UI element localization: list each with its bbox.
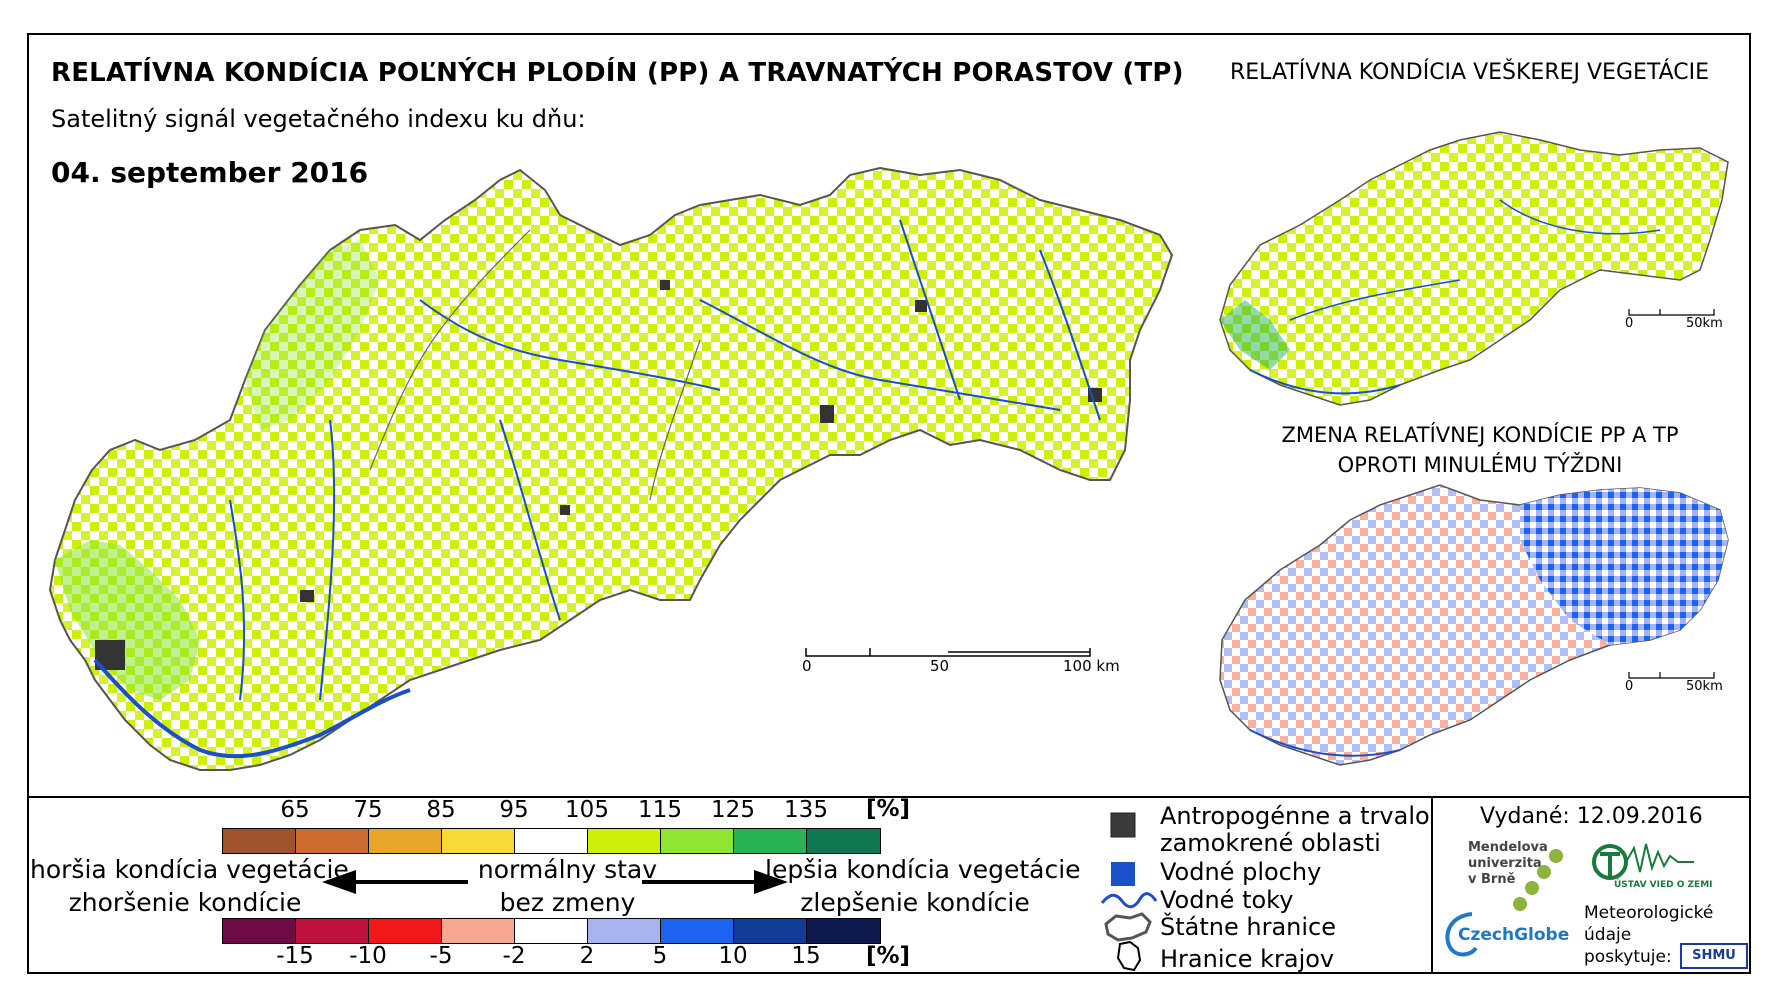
change-swatch-0 — [223, 919, 296, 943]
anthropogenic-area-icon — [1110, 812, 1136, 838]
danube-river — [93, 658, 411, 759]
change-swatch-6 — [661, 919, 734, 943]
change-swatch-5 — [588, 919, 661, 943]
footer-separator — [1431, 797, 1433, 973]
change-tick-6: 10 — [718, 943, 748, 969]
inset-top-scalebar-label-50: 50km — [1686, 316, 1723, 331]
condition-swatch-6 — [661, 829, 734, 853]
normal-label: normálny stav bez zmeny — [477, 855, 658, 917]
map-date: 04. september 2016 — [51, 156, 369, 189]
condition-swatch-0 — [223, 829, 296, 853]
change-swatch-4 — [515, 919, 588, 943]
inset-bottom-scalebar-label-0: 0 — [1625, 679, 1634, 694]
condition-tick-0: 65 — [280, 797, 310, 823]
left-arrow-icon — [322, 870, 468, 894]
change-swatch-2 — [369, 919, 442, 943]
region-border-icon — [1116, 940, 1142, 972]
condition-unit: [%] — [866, 796, 911, 822]
main-map — [48, 166, 1174, 771]
better-label: lepšia kondícia vegetácie zlepšenie kondí… — [765, 855, 1081, 917]
change-tick-3: -2 — [502, 943, 526, 969]
state-borders-label: Štátne hranice — [1160, 913, 1336, 941]
anthropogenic-label: Antropogénne a trvalo zamokrené oblasti — [1160, 802, 1430, 857]
condition-color-ramp — [222, 828, 881, 854]
water-bodies-label: Vodné plochy — [1160, 858, 1322, 886]
change-swatch-3 — [442, 919, 515, 943]
change-tick-1: -10 — [349, 943, 387, 969]
czechglobe-logo: CzechGlobe — [1458, 925, 1570, 945]
change-tick-4: 2 — [579, 943, 595, 969]
inset-bottom-scalebar-label-50: 50km — [1686, 679, 1723, 694]
change-unit: [%] — [866, 943, 911, 969]
north-west-green-zone — [245, 240, 380, 430]
condition-swatch-8 — [807, 829, 880, 853]
condition-swatch-2 — [369, 829, 442, 853]
main-scalebar-label-50: 50 — [930, 657, 950, 675]
change-swatch-7 — [734, 919, 807, 943]
map-title: RELATÍVNA KONDÍCIA POĽNÝCH PLODÍN (PP) A… — [51, 58, 1184, 88]
main-scalebar-label-100: 100 km — [1063, 657, 1120, 675]
mendel-university-logo: Mendelova univerzita v Brně — [1468, 840, 1548, 887]
mendel-dots-icon — [1513, 849, 1563, 911]
czechglobe-swoosh-icon — [1445, 912, 1478, 957]
condition-swatch-1 — [296, 829, 369, 853]
condition-tick-3: 95 — [499, 797, 529, 823]
inset-bottom-scalebar — [1628, 672, 1715, 679]
condition-tick-4: 105 — [565, 797, 609, 823]
ustav-label: ÚSTAV VIED O ZEMI — [1614, 880, 1713, 890]
condition-tick-1: 75 — [353, 797, 383, 823]
inset-change-map — [1219, 484, 1729, 766]
state-border-icon — [1104, 912, 1152, 942]
all-vegetation-title: RELATÍVNA KONDÍCIA VEŠKEREJ VEGETÁCIE — [1230, 60, 1710, 85]
condition-swatch-7 — [734, 829, 807, 853]
main-scalebar-label-0: 0 — [802, 657, 812, 675]
stream-icon — [1100, 892, 1158, 909]
condition-tick-5: 115 — [638, 797, 682, 823]
condition-tick-7: 135 — [784, 797, 828, 823]
condition-tick-6: 125 — [711, 797, 755, 823]
streams-label: Vodné toky — [1160, 886, 1294, 914]
main-scalebar — [805, 648, 1091, 657]
change-tick-2: -5 — [429, 943, 453, 969]
inset-top-scalebar — [1628, 309, 1715, 316]
ustav-vied-o-zemi-logo — [1592, 843, 1694, 880]
map-subtitle: Satelitný signál vegetačného indexu ku d… — [51, 105, 586, 133]
change-swatch-8 — [807, 919, 880, 943]
shmu-logo: SHMU — [1680, 943, 1748, 969]
condition-tick-2: 85 — [426, 797, 456, 823]
change-tick-7: 15 — [791, 943, 821, 969]
legend-separator — [28, 796, 1749, 798]
inset-top-scalebar-label-0: 0 — [1625, 316, 1634, 331]
change-tick-0: -15 — [276, 943, 314, 969]
inset-all-vegetation-map — [1219, 131, 1729, 406]
condition-swatch-4 — [515, 829, 588, 853]
change-swatch-1 — [296, 919, 369, 943]
condition-swatch-3 — [442, 829, 515, 853]
meteo-credit: Meteorologické údaje poskytuje: — [1584, 903, 1714, 967]
change-color-ramp — [222, 918, 881, 944]
change-map-title: ZMENA RELATÍVNEJ KONDÍCIE PP A TP OPROTI … — [1281, 423, 1679, 477]
change-tick-5: 5 — [652, 943, 668, 969]
region-borders-label: Hranice krajov — [1160, 945, 1335, 973]
right-arrow-icon — [642, 870, 788, 894]
map-frame — [27, 33, 1751, 974]
issued-date: Vydané: 12.09.2016 — [1480, 804, 1703, 829]
condition-swatch-5 — [588, 829, 661, 853]
worse-label: horšia kondícia vegetácie zhoršenie kondí… — [30, 855, 349, 917]
slovakia-shape — [48, 166, 1174, 771]
west-green-zone — [55, 540, 200, 700]
water-body-icon — [1111, 862, 1135, 886]
